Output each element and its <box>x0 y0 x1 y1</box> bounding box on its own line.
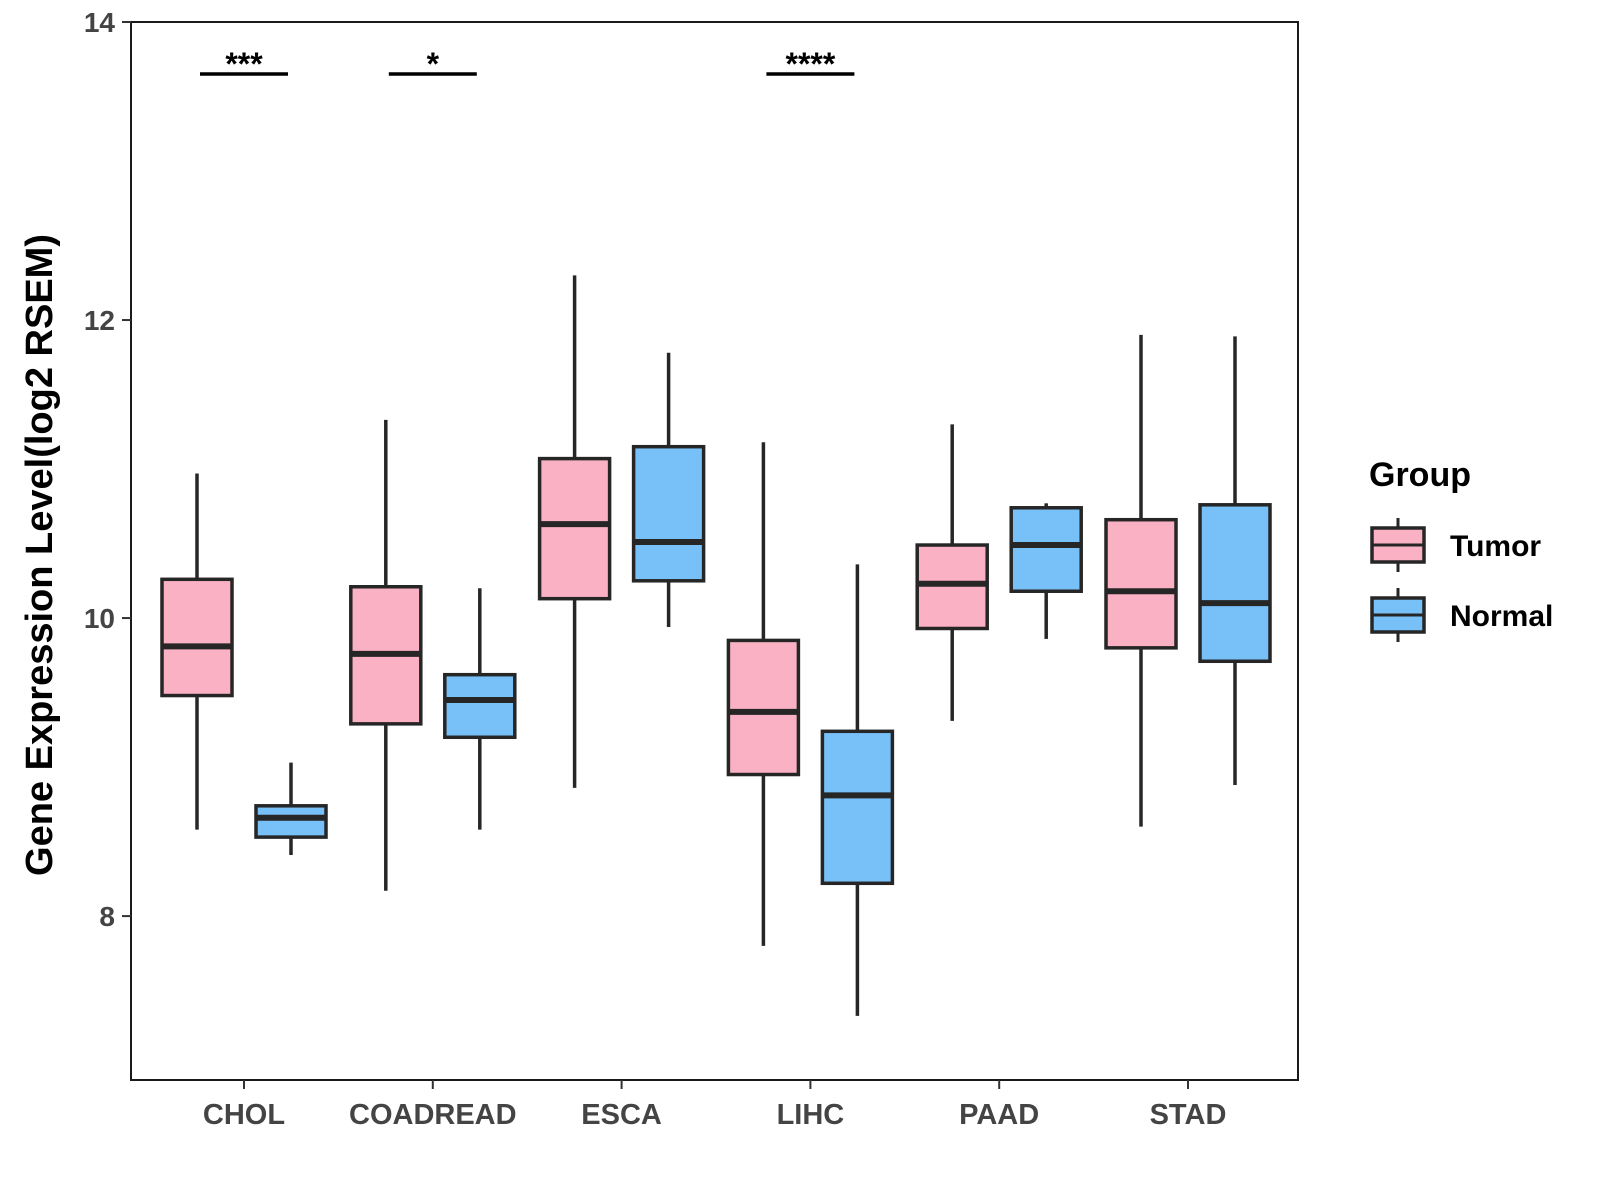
significance-coadread: * <box>388 46 477 82</box>
y-tick-label: 8 <box>99 901 115 932</box>
y-axis: 8 10 12 14 <box>84 7 131 932</box>
iqr-box <box>537 456 612 601</box>
significance-layer: *** * **** <box>200 46 855 82</box>
iqr-box <box>254 804 328 839</box>
iqr-box <box>160 577 234 698</box>
legend-title: Group <box>1369 456 1471 494</box>
box-normal-coadread <box>443 588 517 830</box>
plot-panel-border <box>130 21 1299 1081</box>
x-tick-label: LIHC <box>777 1099 845 1131</box>
box-normal-paad <box>1009 503 1083 639</box>
iqr-box <box>631 444 706 583</box>
y-tick-label: 14 <box>84 7 116 38</box>
box-tumor-coadread <box>349 419 423 891</box>
significance-label: * <box>427 46 440 82</box>
significance-lihc: **** <box>766 46 855 82</box>
box-tumor-lihc <box>726 442 801 946</box>
box-tumor-chol <box>160 473 234 830</box>
box-tumor-paad <box>915 424 989 721</box>
y-tick-label: 10 <box>84 603 115 634</box>
x-axis: CHOL COADREAD ESCA LIHC PAAD STAD <box>203 1080 1226 1131</box>
box-normal-chol <box>254 762 328 855</box>
legend-item-label: Tumor <box>1450 530 1541 563</box>
box-tumor-esca <box>537 275 612 788</box>
box-normal-esca <box>631 352 706 627</box>
box-normal-stad <box>1198 336 1272 785</box>
boxes-layer <box>160 275 1272 1016</box>
x-tick-label: STAD <box>1150 1099 1227 1131</box>
iqr-box <box>443 672 517 740</box>
y-axis-label: Gene Expression Level(log2 RSEM) <box>19 234 61 876</box>
legend-item-normal: Normal <box>1370 588 1553 642</box>
significance-label: *** <box>225 46 263 82</box>
iqr-box <box>1104 517 1178 650</box>
legend: Group Tumor Normal <box>1369 456 1553 642</box>
legend-item-label: Normal <box>1450 600 1553 633</box>
x-tick-label: CHOL <box>203 1099 285 1131</box>
box-normal-lihc <box>820 564 895 1016</box>
iqr-box <box>820 729 895 886</box>
y-tick-label: 12 <box>84 305 115 336</box>
significance-chol: *** <box>200 46 288 82</box>
plot-area <box>130 21 1299 1081</box>
box-tumor-stad <box>1104 334 1178 827</box>
x-tick-label: COADREAD <box>349 1099 517 1131</box>
legend-item-tumor: Tumor <box>1370 518 1541 572</box>
significance-label: **** <box>785 46 835 82</box>
x-tick-label: PAAD <box>959 1099 1039 1131</box>
iqr-box <box>1198 503 1272 664</box>
iqr-box <box>726 638 801 777</box>
x-tick-label: ESCA <box>581 1099 662 1131</box>
iqr-box <box>1009 506 1083 593</box>
